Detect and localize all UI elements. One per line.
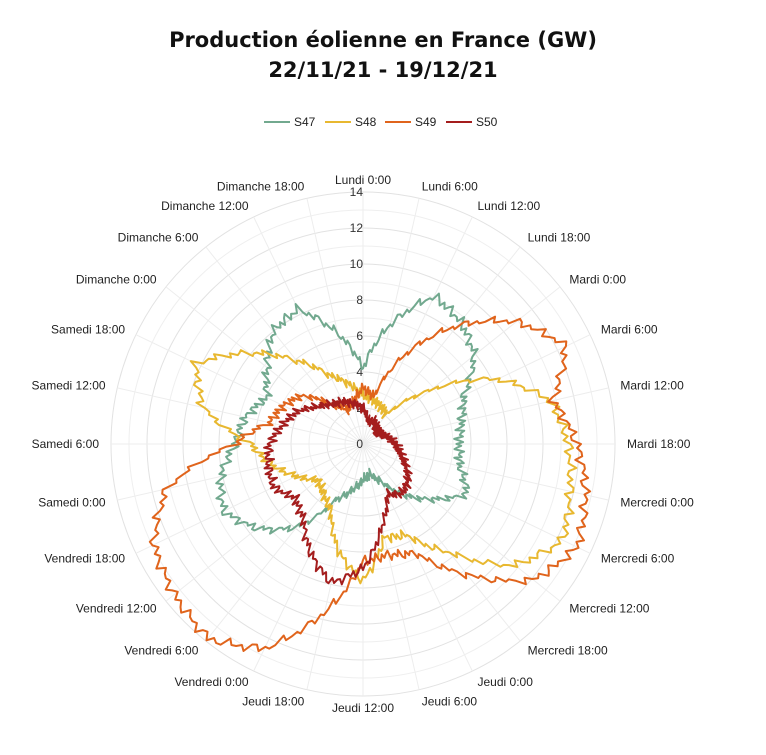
series-line-s48 <box>189 349 578 585</box>
category-label: Jeudi 18:00 <box>242 694 304 708</box>
category-label: Mercredi 18:00 <box>528 643 608 657</box>
grid-spoke <box>135 334 364 445</box>
grid-spoke <box>362 443 561 602</box>
category-label: Dimanche 6:00 <box>118 231 199 245</box>
grid-spoke <box>362 443 420 690</box>
legend-label: S47 <box>294 115 316 129</box>
grid-spoke <box>165 286 364 445</box>
category-label: Mardi 0:00 <box>569 272 626 286</box>
series-layer <box>148 292 592 653</box>
category-label: Samedi 6:00 <box>32 437 100 451</box>
grid-spoke <box>362 198 420 445</box>
category-label: Mardi 12:00 <box>620 378 684 392</box>
grid-spoke <box>362 387 609 445</box>
grid-spoke <box>117 387 364 445</box>
category-label: Vendredi 6:00 <box>124 643 198 657</box>
grid-spoke <box>362 334 591 445</box>
grid-spoke <box>205 443 364 642</box>
category-label: Dimanche 18:00 <box>217 180 305 194</box>
radial-tick-label: 0 <box>356 437 363 451</box>
category-label: Lundi 18:00 <box>528 231 591 245</box>
grid-spoke <box>362 443 591 554</box>
category-label: Vendredi 0:00 <box>174 675 248 689</box>
radial-tick-label: 8 <box>356 293 363 307</box>
series-line-s49 <box>148 315 592 653</box>
category-label: Mardi 18:00 <box>627 437 691 451</box>
grid-spoke <box>362 443 521 642</box>
series-line-s50 <box>263 396 413 586</box>
series-line-s47 <box>215 292 479 535</box>
grid-spoke <box>117 443 364 501</box>
category-label: Jeudi 6:00 <box>422 694 478 708</box>
category-label: Vendredi 12:00 <box>76 602 157 616</box>
legend-label: S48 <box>355 115 377 129</box>
category-label: Lundi 12:00 <box>478 199 541 213</box>
grid-spoke <box>253 443 364 672</box>
category-label: Samedi 18:00 <box>51 323 125 337</box>
legend: S47 S48 S49 S50 <box>264 115 498 129</box>
category-label: Samedi 12:00 <box>32 378 106 392</box>
category-label: Mercredi 12:00 <box>569 602 649 616</box>
category-label: Dimanche 12:00 <box>161 199 249 213</box>
chart-title: Production éolienne en France (GW) <box>169 28 597 52</box>
radial-tick-label: 4 <box>356 365 363 379</box>
grid-spoke <box>362 286 561 445</box>
radial-tick-label: 6 <box>356 329 363 343</box>
category-label: Lundi 0:00 <box>335 173 391 187</box>
category-label: Jeudi 0:00 <box>478 675 534 689</box>
grid-spoke <box>165 443 364 602</box>
category-label: Vendredi 18:00 <box>44 552 125 566</box>
chart-subtitle: 22/11/21 - 19/12/21 <box>268 58 498 82</box>
category-label: Mercredi 6:00 <box>601 552 675 566</box>
category-label: Mercredi 0:00 <box>620 496 694 510</box>
radar-grid <box>110 191 616 697</box>
legend-label: S49 <box>415 115 437 129</box>
grid-spoke <box>306 443 364 690</box>
category-label: Samedi 0:00 <box>38 496 106 510</box>
radial-tick-label: 10 <box>350 257 364 271</box>
category-label: Lundi 6:00 <box>422 180 478 194</box>
category-label: Dimanche 0:00 <box>76 272 157 286</box>
radial-tick-label: 14 <box>350 185 364 199</box>
radial-tick-label: 12 <box>350 221 364 235</box>
legend-label: S50 <box>476 115 498 129</box>
category-label: Mardi 6:00 <box>601 323 658 337</box>
category-label: Jeudi 12:00 <box>332 701 394 715</box>
grid-spoke <box>205 246 364 445</box>
grid-spoke <box>135 443 364 554</box>
